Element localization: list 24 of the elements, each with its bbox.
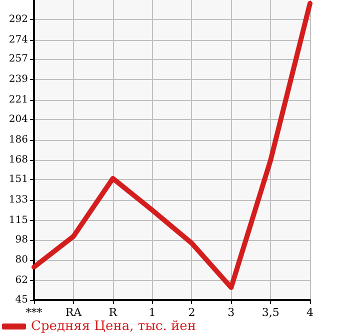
y-tick-label: 186 xyxy=(8,134,28,146)
y-tick-label: 168 xyxy=(8,154,28,166)
y-tick-label: 133 xyxy=(8,194,28,206)
y-tick-label: 115 xyxy=(8,214,28,226)
y-tick-label: 151 xyxy=(8,174,28,186)
x-tick-label: R xyxy=(108,306,118,319)
y-tick-label: 45 xyxy=(15,294,28,306)
y-tick-label: 204 xyxy=(8,114,28,125)
y-tick-label: 274 xyxy=(8,34,28,46)
y-tick-label: 62 xyxy=(15,275,28,286)
x-tick-label: 1 xyxy=(148,306,156,319)
y-tick-label: 98 xyxy=(15,234,28,246)
y-tick-label: 80 xyxy=(15,254,28,266)
y-tick-label: 239 xyxy=(8,74,28,86)
x-tick-label: 3,5 xyxy=(262,306,280,319)
x-tick-label: *** xyxy=(26,306,43,319)
legend-label: Средняя Цена, тыс. йен xyxy=(31,319,196,334)
x-tick-label: 3 xyxy=(228,306,235,319)
y-tick-label: 221 xyxy=(8,94,28,106)
y-tick-label: 292 xyxy=(8,14,28,25)
x-tick-label: RA xyxy=(65,306,83,319)
x-tick-label: 2 xyxy=(188,306,196,319)
x-tick-label: 4 xyxy=(306,306,314,319)
y-tick-label: 257 xyxy=(8,54,28,65)
